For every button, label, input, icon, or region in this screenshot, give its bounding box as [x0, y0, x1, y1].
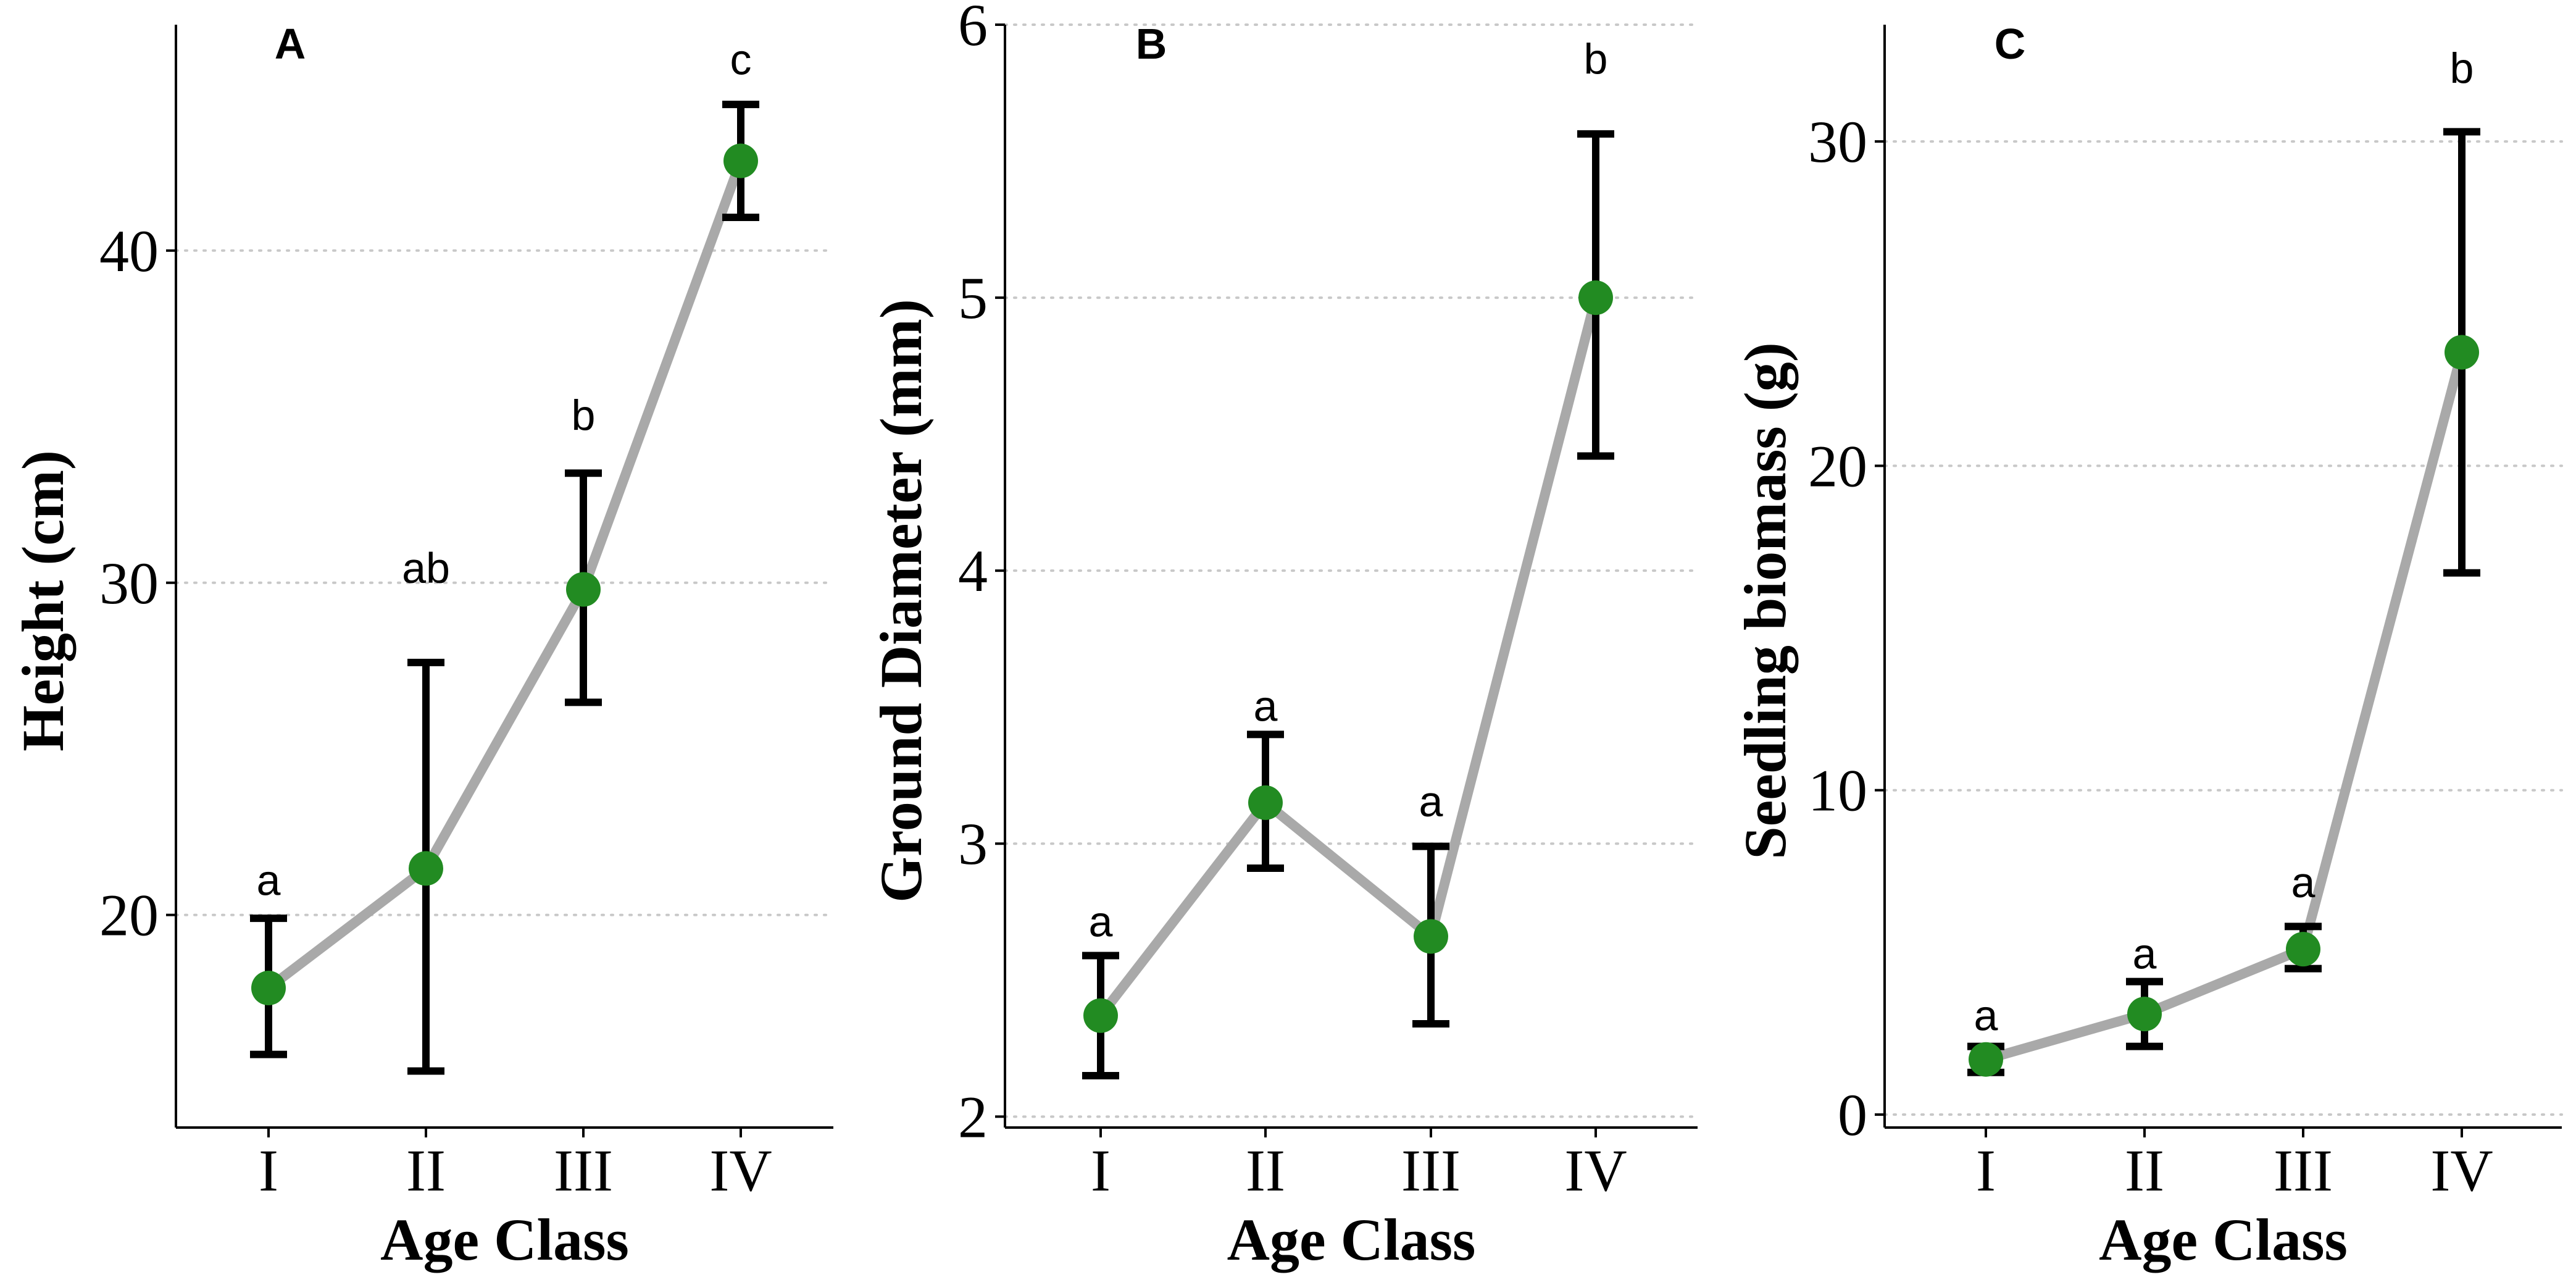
y-tick-label: 20: [99, 882, 159, 948]
panel-label: C: [1995, 20, 2026, 68]
data-point: [1414, 919, 1448, 954]
x-axis-title: Age Class: [1227, 1207, 1476, 1273]
significance-label: a: [1974, 991, 1998, 1039]
x-tick-label: III: [554, 1137, 613, 1203]
series-line: [264, 156, 746, 994]
data-point: [409, 851, 443, 886]
y-tick-label: 3: [958, 811, 988, 877]
x-tick-label: III: [1401, 1137, 1461, 1203]
panel-label: A: [275, 20, 306, 68]
significance-label: ab: [402, 544, 450, 592]
significance-label: a: [2133, 930, 2157, 978]
data-point: [1083, 998, 1118, 1033]
x-tick-label: II: [1246, 1137, 1285, 1203]
series-line: [1096, 293, 1601, 1021]
significance-label: c: [730, 36, 752, 84]
significance-label: a: [257, 856, 281, 904]
data-point: [2286, 932, 2320, 967]
x-tick-label: II: [406, 1137, 446, 1203]
significance-label: b: [572, 391, 596, 439]
data-point: [2127, 997, 2162, 1032]
x-tick-label: I: [1091, 1137, 1111, 1203]
data-point: [566, 572, 601, 607]
x-tick-label: IV: [2430, 1137, 2493, 1203]
x-axis-title: Age Class: [380, 1207, 629, 1273]
x-tick-label: I: [259, 1137, 278, 1203]
x-tick-label: IV: [709, 1137, 772, 1203]
panel-label: B: [1136, 20, 1167, 68]
y-tick-label: 40: [99, 218, 159, 284]
y-tick-label: 4: [958, 538, 988, 604]
y-tick-label: 10: [1808, 758, 1867, 824]
x-tick-label: II: [2125, 1137, 2164, 1203]
significance-label: a: [1089, 898, 1113, 946]
y-tick-label: 5: [958, 265, 988, 331]
y-tick-label: 30: [1808, 109, 1867, 175]
data-point: [1248, 785, 1283, 820]
x-tick-label: III: [2274, 1137, 2333, 1203]
x-axis-title: Age Class: [2099, 1207, 2348, 1273]
x-tick-label: IV: [1564, 1137, 1627, 1203]
data-point: [2445, 335, 2479, 370]
significance-label: a: [1419, 777, 1443, 826]
significance-label: b: [2450, 44, 2474, 93]
y-tick-label: 0: [1838, 1082, 1867, 1148]
data-point: [723, 143, 758, 178]
y-tick-label: 20: [1808, 433, 1867, 499]
y-tick-label: 6: [958, 0, 988, 58]
data-point: [1578, 280, 1613, 316]
x-tick-label: I: [1976, 1137, 1996, 1203]
y-axis-title: Ground Diameter (mm): [868, 299, 934, 903]
y-tick-label: 30: [99, 550, 159, 616]
y-axis-title: Seedling biomass (g): [1732, 342, 1798, 859]
data-point: [1969, 1042, 2003, 1077]
y-tick-label: 2: [958, 1084, 988, 1150]
significance-label: a: [2291, 858, 2315, 906]
series-line: [1981, 347, 2467, 1065]
significance-label: a: [1254, 682, 1278, 730]
data-point: [251, 971, 286, 1006]
significance-label: b: [1584, 35, 1608, 83]
y-axis-title: Height (cm): [10, 450, 76, 751]
